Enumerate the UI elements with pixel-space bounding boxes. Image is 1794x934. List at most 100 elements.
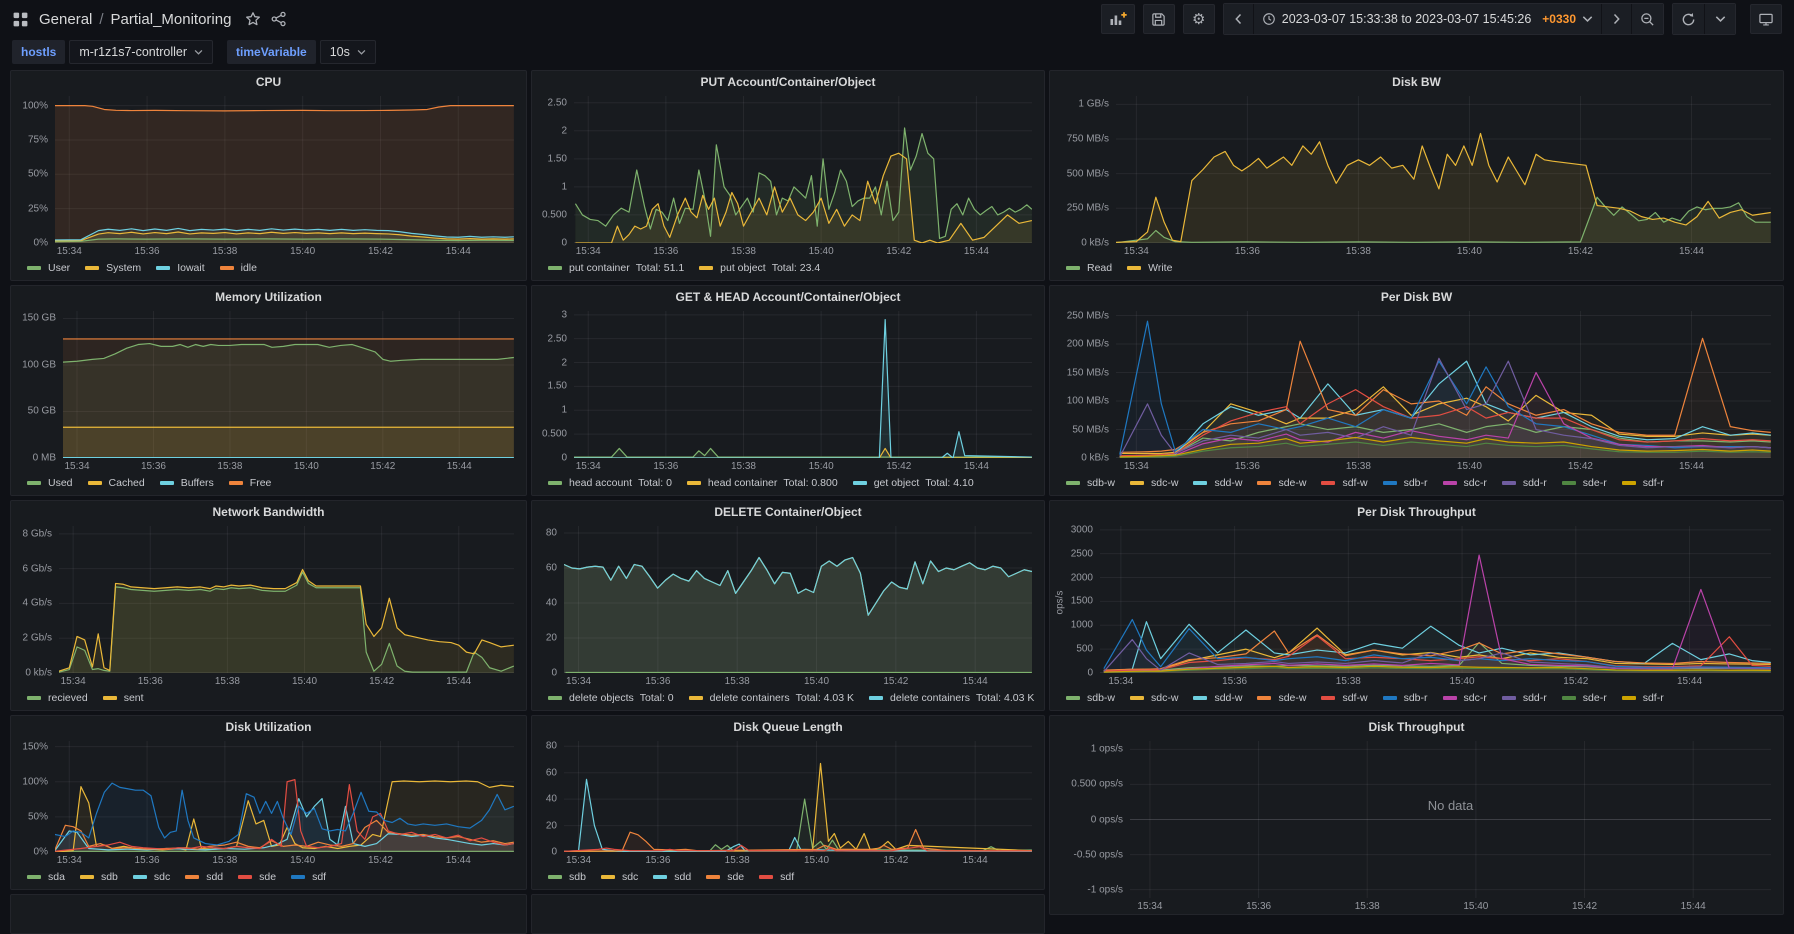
variable-value-interval[interactable]: 10s [320, 40, 376, 64]
panel-title[interactable]: Per Disk Throughput [1357, 505, 1476, 519]
legend-item-sdf[interactable]: sdf [291, 871, 326, 883]
graph-area[interactable] [59, 526, 514, 673]
legend-item-delete-objects[interactable]: delete objectsTotal: 0 [548, 692, 674, 704]
breadcrumb-page[interactable]: Partial_Monitoring [111, 11, 232, 28]
panel-title[interactable]: Disk Queue Length [733, 720, 842, 734]
legend-item-sde-w[interactable]: sde-w [1257, 477, 1306, 489]
legend-item-user[interactable]: User [27, 262, 70, 274]
graph-area[interactable]: No data [1130, 741, 1771, 898]
panel-disk-throughput: Disk Throughput1 ops/s0.500 ops/s0 ops/s… [1049, 715, 1784, 915]
panel-title[interactable]: Disk Throughput [1369, 720, 1465, 734]
graph-area[interactable] [564, 741, 1032, 852]
legend-item-sdc-w[interactable]: sdc-w [1130, 477, 1178, 489]
panel-title[interactable]: GET & HEAD Account/Container/Object [676, 290, 901, 304]
legend-item-sde[interactable]: sde [706, 871, 744, 883]
legend-item-sdb-r[interactable]: sdb-r [1383, 692, 1428, 704]
graph-area[interactable] [55, 741, 514, 852]
legend-item-sde-r[interactable]: sde-r [1562, 477, 1607, 489]
legend-label: Iowait [177, 262, 204, 274]
graph-area[interactable] [564, 526, 1032, 673]
legend-item-sde-w[interactable]: sde-w [1257, 692, 1306, 704]
panel-title[interactable]: CPU [256, 75, 281, 89]
graph-area[interactable] [55, 96, 514, 243]
legend-item-used[interactable]: Used [27, 477, 73, 489]
legend-item-recieved[interactable]: recieved [27, 692, 88, 704]
legend-item-sdb-w[interactable]: sdb-w [1066, 692, 1115, 704]
panel-title[interactable]: DELETE Container/Object [714, 505, 861, 519]
share-icon[interactable] [271, 11, 287, 27]
x-tick-label: 15:42 [368, 246, 393, 257]
legend-item-sdc[interactable]: sdc [601, 871, 638, 883]
variable-label-hostls[interactable]: hostls [12, 40, 65, 64]
legend-item-idle[interactable]: idle [220, 262, 257, 274]
legend-item-read[interactable]: Read [1066, 262, 1112, 274]
legend-item-iowait[interactable]: Iowait [156, 262, 204, 274]
legend-item-sdd[interactable]: sdd [185, 871, 223, 883]
variable-label-timevariable[interactable]: timeVariable [227, 40, 316, 64]
legend-item-head-account[interactable]: head accountTotal: 0 [548, 477, 672, 489]
graph-area[interactable] [1116, 311, 1771, 458]
legend-item-sdb-w[interactable]: sdb-w [1066, 477, 1115, 489]
graph-area[interactable] [574, 96, 1032, 243]
time-range-forward-button[interactable] [1602, 4, 1632, 34]
legend-item-sdf-r[interactable]: sdf-r [1622, 477, 1664, 489]
legend-item-sdc-w[interactable]: sdc-w [1130, 692, 1178, 704]
star-icon[interactable] [245, 11, 261, 27]
panel-title[interactable]: Network Bandwidth [212, 505, 324, 519]
legend-item-sdd-r[interactable]: sdd-r [1502, 692, 1547, 704]
panel-title[interactable]: PUT Account/Container/Object [701, 75, 876, 89]
legend-item-put-object[interactable]: put objectTotal: 23.4 [699, 262, 820, 274]
legend-item-sdb[interactable]: sdb [80, 871, 118, 883]
graph-area[interactable] [63, 311, 514, 458]
time-range-picker[interactable]: 2023-03-07 15:33:38 to 2023-03-07 15:45:… [1254, 4, 1602, 34]
legend-item-delete-containers[interactable]: delete containersTotal: 4.03 K [689, 692, 854, 704]
legend-item-sde-r[interactable]: sde-r [1562, 692, 1607, 704]
legend-item-put-container[interactable]: put containerTotal: 51.1 [548, 262, 684, 274]
time-range-back-button[interactable] [1224, 4, 1254, 34]
cycle-view-button[interactable] [1750, 4, 1782, 34]
legend-item-get-object[interactable]: get objectTotal: 4.10 [853, 477, 974, 489]
legend-swatch [1257, 696, 1271, 700]
panel-title[interactable]: Per Disk BW [1381, 290, 1452, 304]
legend-item-sdf-w[interactable]: sdf-w [1321, 477, 1367, 489]
legend-item-sdf[interactable]: sdf [759, 871, 794, 883]
legend-item-sdc-r[interactable]: sdc-r [1443, 692, 1487, 704]
graph-area[interactable] [574, 311, 1032, 458]
y-tick-label: 40 [546, 794, 557, 805]
panel-title[interactable]: Disk Utilization [225, 720, 311, 734]
legend-item-sdd-w[interactable]: sdd-w [1193, 692, 1242, 704]
refresh-interval-dropdown[interactable] [1705, 4, 1735, 34]
legend-item-cached[interactable]: Cached [88, 477, 145, 489]
legend-item-sdf-w[interactable]: sdf-w [1321, 692, 1367, 704]
legend-item-sdd-r[interactable]: sdd-r [1502, 477, 1547, 489]
apps-grid-icon[interactable] [12, 11, 29, 28]
panel-title[interactable]: Memory Utilization [215, 290, 322, 304]
graph-area[interactable] [1116, 96, 1771, 243]
legend-item-head-container[interactable]: head containerTotal: 0.800 [687, 477, 838, 489]
legend-label: idle [241, 262, 257, 274]
refresh-button[interactable] [1673, 4, 1705, 34]
legend-item-buffers[interactable]: Buffers [160, 477, 214, 489]
add-panel-button[interactable] [1101, 4, 1135, 34]
legend-item-sdb-r[interactable]: sdb-r [1383, 477, 1428, 489]
legend-item-sent[interactable]: sent [103, 692, 144, 704]
legend-item-sdc[interactable]: sdc [133, 871, 170, 883]
legend-item-system[interactable]: System [85, 262, 141, 274]
legend-item-sdc-r[interactable]: sdc-r [1443, 477, 1487, 489]
legend-item-sdd[interactable]: sdd [653, 871, 691, 883]
legend-item-sdd-w[interactable]: sdd-w [1193, 477, 1242, 489]
graph-area[interactable] [1100, 526, 1771, 673]
panel-title[interactable]: Disk BW [1392, 75, 1441, 89]
legend-item-delete-containers[interactable]: delete containersTotal: 4.03 K [869, 692, 1034, 704]
dashboard-settings-button[interactable]: ⚙ [1183, 4, 1215, 34]
variable-value-hostls[interactable]: m-r1z1s7-controller [69, 40, 213, 64]
legend-item-free[interactable]: Free [229, 477, 272, 489]
legend-item-sdb[interactable]: sdb [548, 871, 586, 883]
legend-item-write[interactable]: Write [1127, 262, 1172, 274]
zoom-out-button[interactable] [1632, 4, 1663, 34]
legend-item-sda[interactable]: sda [27, 871, 65, 883]
breadcrumb-section[interactable]: General [39, 11, 92, 28]
legend-item-sde[interactable]: sde [238, 871, 276, 883]
legend-item-sdf-r[interactable]: sdf-r [1622, 692, 1664, 704]
save-dashboard-button[interactable] [1143, 4, 1175, 34]
